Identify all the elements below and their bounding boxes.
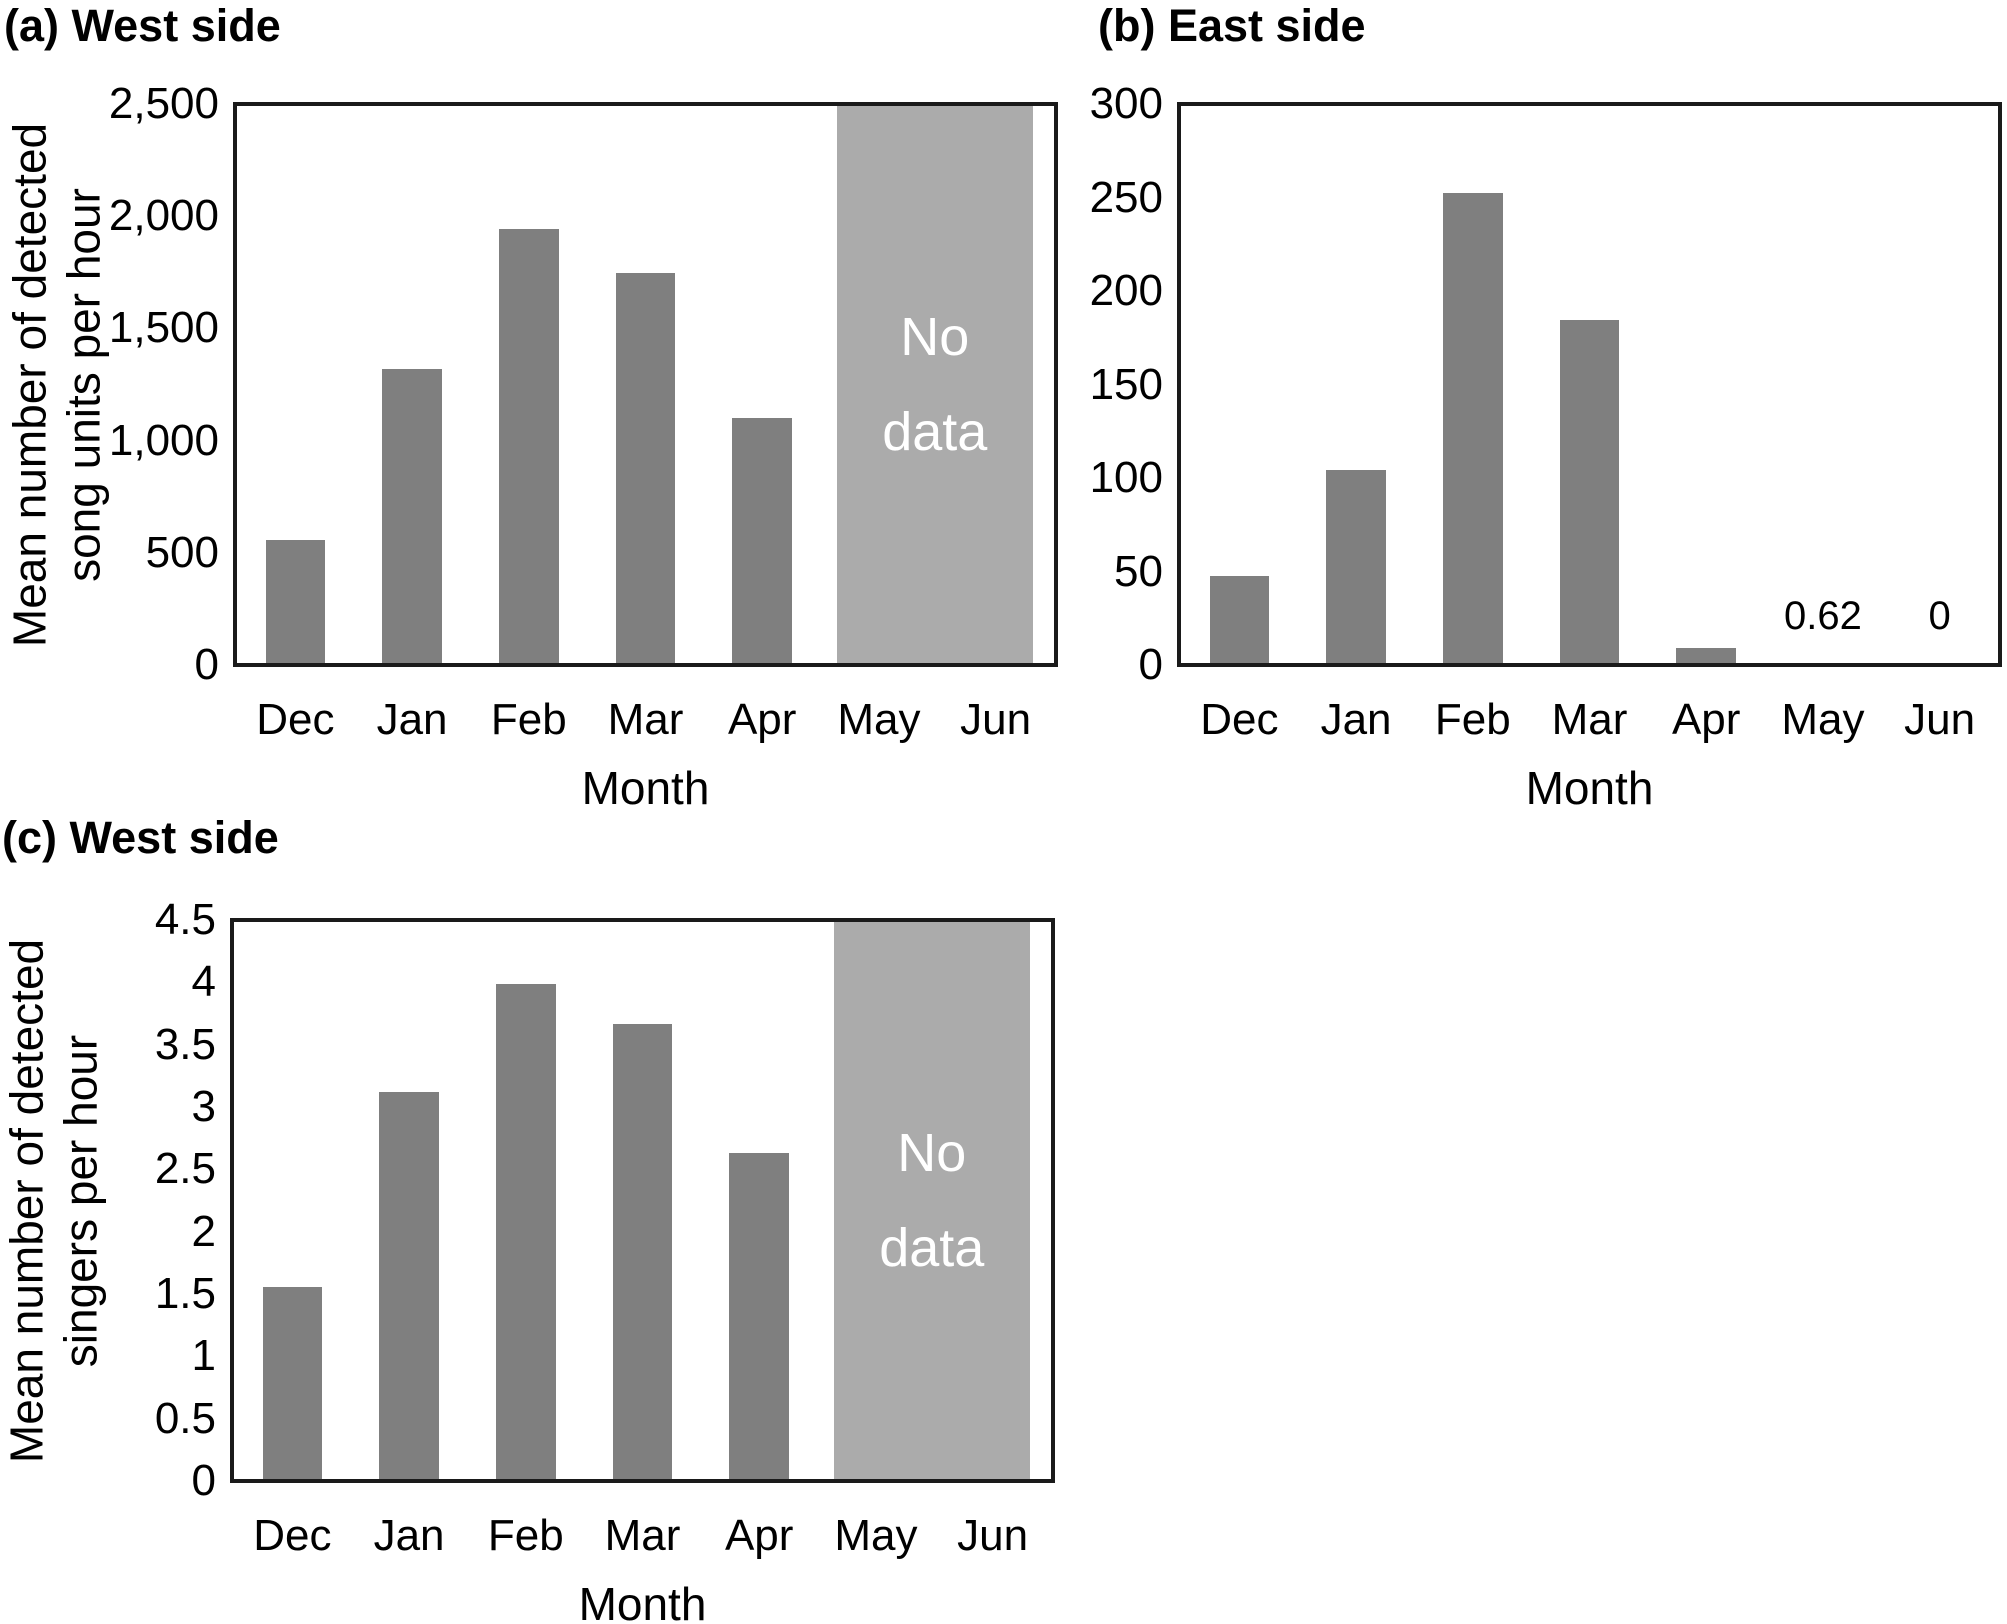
y-tick-label: 100	[1089, 453, 1163, 502]
y-tick-label: 4.5	[154, 895, 216, 944]
axis-label-month: Month	[581, 762, 710, 814]
plot-area-west-singers: No data	[230, 918, 1055, 1483]
y-tick-label: 200	[1089, 266, 1163, 315]
no-data-overlay: No data	[833, 922, 1030, 1479]
bar-dec	[262, 1287, 323, 1479]
x-tick-label-may: May	[1781, 695, 1865, 744]
bar-dec	[1209, 575, 1270, 663]
x-tick-label-jun: Jun	[1904, 695, 1976, 744]
no-data-text-line: No	[897, 1123, 967, 1183]
bar-mar	[612, 1023, 673, 1479]
y-axis-label-line: singers per hour	[55, 1034, 107, 1367]
x-tick-label-feb: Feb	[1434, 695, 1511, 744]
y-tick-label: 50	[1114, 546, 1163, 596]
x-tick-label-jan: Jan	[373, 1511, 445, 1560]
y-tick-label: 0	[191, 1456, 216, 1505]
x-tick-label-dec: Dec	[253, 1511, 332, 1560]
panel-title-a: (a) West side	[4, 0, 281, 51]
y-tick-label: 2.5	[154, 1144, 216, 1194]
y-tick-label: 1.5	[154, 1269, 216, 1318]
y-tick-label: 2,500	[108, 79, 219, 128]
y-tick-label: 2,000	[108, 191, 219, 241]
y-tick-label: 250	[1089, 172, 1163, 222]
x-tick-label-jun: Jun	[957, 1511, 1029, 1560]
no-data-text-line: No	[900, 307, 970, 367]
y-tick-label: 1,500	[108, 303, 219, 353]
y-tick-label: 4	[191, 957, 216, 1007]
panel-title-b: (b) East side	[1098, 0, 1366, 51]
bar-jan	[382, 368, 442, 663]
y-axis-label-line: Mean number of detected	[0, 938, 53, 1463]
y-tick-label: 3.5	[154, 1019, 216, 1069]
no-data-text-line: data	[879, 1217, 985, 1278]
value-annotation-jun: 0	[1928, 594, 1951, 638]
x-tick-label-mar: Mar	[604, 1511, 681, 1560]
x-tick-label-dec: Dec	[1200, 695, 1279, 744]
y-axis-label-line: Mean number of detected	[3, 122, 56, 647]
x-tick-label-jun: Jun	[960, 695, 1032, 744]
y-axis-label: Mean number of detected singers per hour	[0, 938, 108, 1462]
bar-apr	[729, 1153, 789, 1479]
bar-apr	[732, 417, 792, 663]
plot-area-east-song-units: 0.62 0	[1177, 102, 2002, 667]
x-tick-label-dec: Dec	[256, 695, 335, 744]
no-data-overlay: No data	[836, 106, 1033, 663]
bar-feb	[499, 228, 559, 663]
panel-title-c: (c) West side	[2, 812, 279, 863]
y-tick-label: 500	[145, 527, 219, 577]
y-tick-label: 1,000	[108, 415, 219, 465]
bar-apr	[1676, 648, 1736, 663]
y-axis-label: Mean number of detected song units per ho…	[3, 122, 112, 646]
x-tick-label-jan: Jan	[376, 695, 448, 744]
plot-area-west-song-units: No data	[233, 102, 1058, 667]
y-tick-label: 0	[194, 640, 219, 689]
x-tick-label-apr: Apr	[724, 1511, 794, 1560]
axis-label-month: Month	[578, 1578, 707, 1624]
y-tick-label: 150	[1089, 359, 1163, 409]
y-tick-label: 300	[1089, 79, 1163, 128]
x-tick-label-jan: Jan	[1320, 695, 1392, 744]
bar-jan	[1326, 469, 1386, 663]
bar-mar	[615, 273, 676, 663]
y-tick-label: 2	[191, 1206, 216, 1256]
x-tick-label-may: May	[834, 1511, 918, 1560]
bar-dec	[265, 540, 326, 663]
value-annotation-may: 0.62	[1783, 594, 1862, 638]
x-tick-label-mar: Mar	[607, 695, 684, 744]
x-tick-label-apr: Apr	[1671, 695, 1741, 744]
x-tick-label-feb: Feb	[487, 1511, 564, 1560]
y-tick-label: 0	[1138, 640, 1163, 689]
x-tick-label-feb: Feb	[490, 695, 567, 744]
axis-label-month: Month	[1525, 762, 1654, 814]
x-tick-label-mar: Mar	[1551, 695, 1628, 744]
y-tick-label: 1	[191, 1331, 216, 1381]
x-tick-label-apr: Apr	[727, 695, 797, 744]
y-axis-label-line: song units per hour	[58, 187, 110, 582]
y-tick-label: 3	[191, 1082, 216, 1131]
bar-jan	[379, 1091, 439, 1479]
no-data-text-line: data	[882, 401, 988, 462]
bar-mar	[1559, 319, 1620, 663]
bar-feb	[496, 983, 556, 1479]
bar-feb	[1443, 193, 1503, 663]
x-tick-label-may: May	[837, 695, 921, 744]
y-tick-label: 0.5	[154, 1393, 216, 1443]
